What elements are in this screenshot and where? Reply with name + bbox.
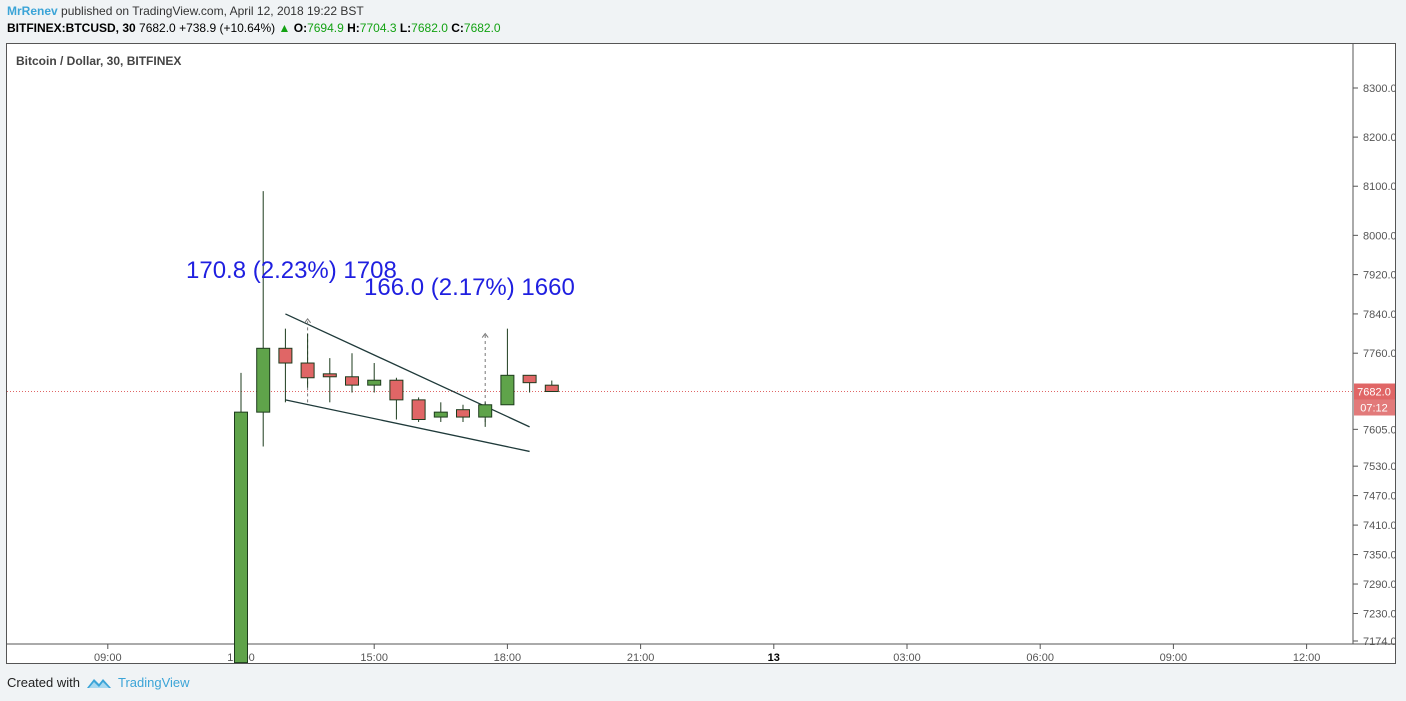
candle-body-up	[367, 379, 382, 386]
candlestick-chart[interactable]: Bitcoin / Dollar, 30, BITFINEX 8300.0 8200…	[7, 44, 1397, 664]
chart-header: MrRenev published on TradingView.com, Ap…	[7, 3, 501, 35]
y-tick-label: 7840.0	[1363, 309, 1395, 321]
high-value: 7704.3	[359, 21, 397, 35]
x-tick-label: 12:00	[1293, 652, 1321, 663]
y-tick-label: 7174.0	[1363, 636, 1395, 648]
y-tick-label: 7230.0	[1363, 608, 1395, 620]
open-label: O:	[293, 21, 308, 35]
close-label: C:	[451, 21, 464, 35]
measure-label: 170.8 (2.23%) 1708	[186, 257, 397, 284]
candle-body-down	[278, 347, 293, 364]
x-tick-label: 15:00	[360, 652, 388, 663]
high-label: H:	[347, 21, 360, 35]
footer: Created with TradingView	[7, 675, 190, 690]
candle-body-down	[389, 379, 404, 401]
last-value: 7682.0	[139, 21, 176, 35]
measure-arrowhead	[304, 317, 311, 324]
open-value: 7694.9	[307, 21, 344, 35]
y-tick-label: 8300.0	[1363, 83, 1395, 95]
candle-body-up	[256, 347, 271, 413]
candle-body-down	[456, 409, 470, 418]
low-value: 7682.0	[411, 21, 448, 35]
y-tick-label: 8100.0	[1363, 181, 1395, 193]
candle-body-down	[522, 374, 537, 384]
candle-body-down	[345, 376, 359, 386]
countdown-label: 07:12	[1360, 403, 1388, 415]
symbol-name: BITFINEX:BTCUSD, 30	[7, 21, 136, 35]
tradingview-logo-icon	[86, 678, 111, 688]
measure-label: 166.0 (2.17%) 1660	[364, 274, 575, 301]
last-price-badge	[1354, 383, 1395, 400]
author-link[interactable]: MrRenev	[7, 4, 58, 18]
y-tick-label: 7350.0	[1363, 550, 1395, 562]
low-label: L:	[399, 21, 412, 35]
symbol-line: BITFINEX:BTCUSD, 30 7682.0 +738.9 (+10.6…	[7, 20, 501, 36]
up-arrow-icon: ▲	[278, 21, 291, 35]
x-tick-label: 09:00	[94, 652, 122, 663]
candle-body-up	[500, 374, 515, 406]
x-tick-label: 03:00	[893, 652, 921, 663]
y-tick-label: 8200.0	[1363, 132, 1395, 144]
candle-body-down	[411, 399, 426, 421]
trendline	[285, 313, 530, 428]
x-tick-label: 09:00	[1160, 652, 1188, 663]
close-value: 7682.0	[463, 21, 501, 35]
x-tick-label: 06:00	[1026, 652, 1054, 663]
y-tick-label: 7290.0	[1363, 579, 1395, 591]
candle-body-down	[544, 384, 559, 393]
y-tick-label: 7760.0	[1363, 348, 1395, 360]
candle-body-down	[300, 362, 315, 379]
candle-body-up	[478, 404, 493, 418]
y-tick-label: 7470.0	[1363, 491, 1395, 503]
chart-frame[interactable]: Bitcoin / Dollar, 30, BITFINEX 8300.0 8200…	[6, 43, 1397, 664]
y-tick-label: 7410.0	[1363, 520, 1395, 532]
x-tick-label: 18:00	[494, 652, 522, 663]
candle-body-up	[433, 411, 448, 418]
candle-body-down	[322, 373, 337, 378]
y-tick-label: 7530.0	[1363, 461, 1395, 473]
candle-body-up	[234, 411, 248, 664]
x-tick-label: 21:00	[627, 652, 655, 663]
y-tick-label: 7605.0	[1363, 424, 1395, 436]
last-price-label: 7682.0	[1357, 387, 1391, 399]
measure-arrowhead	[481, 332, 489, 338]
tradingview-link[interactable]: TradingView	[117, 675, 190, 690]
trendline	[285, 399, 530, 453]
y-tick-label: 7920.0	[1363, 270, 1395, 282]
created-with-text: Created with	[7, 675, 80, 690]
change-value: +738.9 (+10.64%)	[179, 21, 276, 35]
x-tick-label: 13	[768, 652, 780, 663]
y-tick-label: 8000.0	[1363, 230, 1395, 242]
publish-line: MrRenev published on TradingView.com, Ap…	[7, 3, 364, 19]
published-text: published on TradingView.com, April 12, …	[61, 4, 364, 18]
chart-title: Bitcoin / Dollar, 30, BITFINEX	[16, 54, 181, 68]
countdown-badge	[1354, 399, 1395, 416]
